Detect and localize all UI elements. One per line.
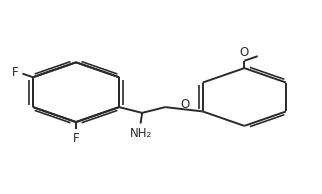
Text: F: F (73, 132, 79, 145)
Text: O: O (180, 98, 190, 111)
Text: O: O (240, 46, 249, 59)
Text: NH₂: NH₂ (129, 127, 152, 140)
Text: F: F (12, 66, 19, 79)
